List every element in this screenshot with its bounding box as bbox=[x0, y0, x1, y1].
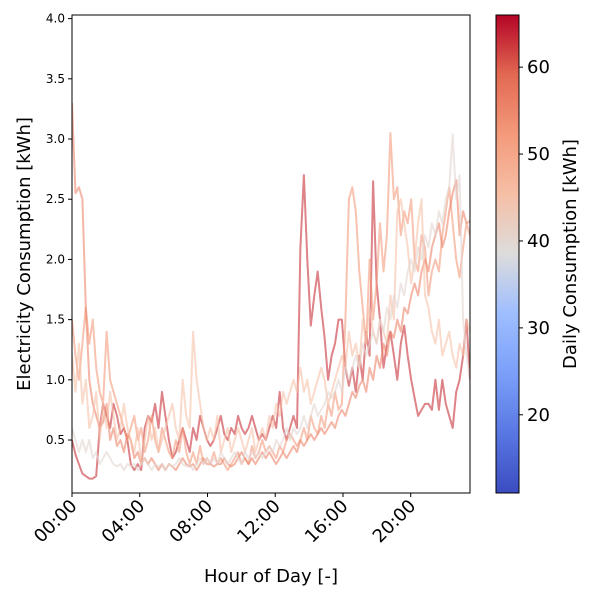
colorbar-tick-label: 30 bbox=[527, 318, 550, 339]
x-axis-label: Hour of Day [-] bbox=[204, 566, 338, 587]
y-axis-label: Electricity Consumption [kWh] bbox=[14, 117, 35, 391]
x-tick-label: 12:00 bbox=[233, 496, 285, 548]
x-axis: 00:00 04:00 08:00 12:00 16:00 20:00 bbox=[30, 493, 420, 547]
colorbar-tick-label: 20 bbox=[527, 405, 550, 426]
colorbar-label: Daily Consumption [kWh] bbox=[560, 139, 581, 369]
series-line bbox=[72, 198, 470, 466]
y-tick-label: 3.5 bbox=[46, 72, 65, 86]
colorbar bbox=[495, 14, 520, 494]
plot-frame bbox=[71, 14, 471, 494]
x-tick-label: 16:00 bbox=[301, 496, 353, 548]
x-tick-label: 04:00 bbox=[98, 496, 150, 548]
series-line bbox=[72, 102, 470, 472]
y-tick-label: 4.0 bbox=[46, 12, 65, 26]
plot-background bbox=[72, 15, 470, 493]
y-tick-label: 0.5 bbox=[46, 433, 65, 447]
series-lines bbox=[72, 102, 470, 480]
series-line bbox=[72, 133, 470, 472]
y-tick-label: 3.0 bbox=[46, 132, 65, 146]
x-tick-label: 08:00 bbox=[165, 496, 217, 548]
colorbar-tick-label: 60 bbox=[527, 57, 550, 78]
x-tick-label: 00:00 bbox=[30, 496, 82, 548]
y-tick-label: 2.0 bbox=[46, 252, 65, 266]
colorbar-tick-label: 50 bbox=[527, 144, 550, 165]
y-axis: 0.5 1.0 1.5 2.0 2.5 3.0 3.5 4.0 bbox=[46, 12, 72, 447]
colorbar-tick-label: 40 bbox=[527, 231, 550, 252]
y-tick-label: 2.5 bbox=[46, 192, 65, 206]
x-tick-label: 20:00 bbox=[369, 496, 421, 548]
colorbar-axis: 20 30 40 50 60 bbox=[519, 57, 550, 426]
y-tick-label: 1.0 bbox=[46, 373, 65, 387]
y-tick-label: 1.5 bbox=[46, 313, 65, 327]
